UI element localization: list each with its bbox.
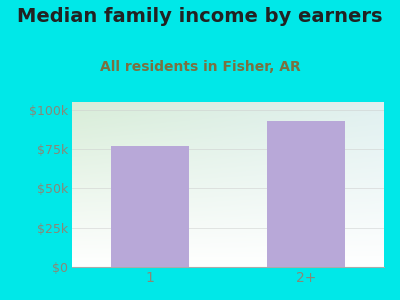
Text: Median family income by earners: Median family income by earners <box>17 8 383 26</box>
Bar <box>111 146 189 267</box>
Text: All residents in Fisher, AR: All residents in Fisher, AR <box>100 60 300 74</box>
Bar <box>267 121 345 267</box>
